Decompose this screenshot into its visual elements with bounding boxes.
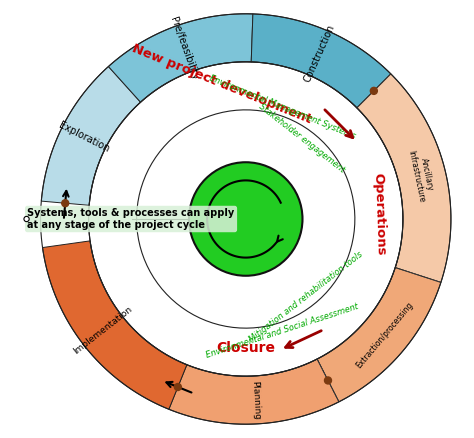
Text: Pre/feasibility: Pre/feasibility [168,16,200,81]
Polygon shape [317,268,441,402]
Circle shape [24,216,29,222]
Text: Mitigation and rehabilitation tools: Mitigation and rehabilitation tools [248,249,365,343]
Text: Systems, tools & processes can apply
at any stage of the project cycle: Systems, tools & processes can apply at … [27,208,235,230]
Text: Ancillary
Infrastructure: Ancillary Infrastructure [407,147,437,203]
Circle shape [62,200,69,207]
Polygon shape [251,14,391,108]
Text: Extraction/processing: Extraction/processing [354,300,415,370]
Text: Construction: Construction [302,23,337,84]
Text: Closure: Closure [216,341,275,355]
Polygon shape [43,241,187,409]
Polygon shape [109,14,253,102]
Polygon shape [357,74,451,283]
Circle shape [370,88,377,94]
Text: New project development: New project development [130,42,314,126]
Polygon shape [41,67,141,205]
Text: Environmental and Social Assessment: Environmental and Social Assessment [205,302,359,360]
Circle shape [174,384,182,391]
Polygon shape [169,359,339,424]
Circle shape [325,377,331,384]
Text: Exploration: Exploration [57,120,111,154]
Circle shape [189,162,302,276]
Text: Implementation: Implementation [72,305,134,356]
Text: Environmental Management Systems: Environmental Management Systems [208,73,356,141]
Text: Planning: Planning [250,380,261,420]
Text: Stakeholder engagement: Stakeholder engagement [257,102,346,175]
Text: Operations: Operations [371,173,387,256]
